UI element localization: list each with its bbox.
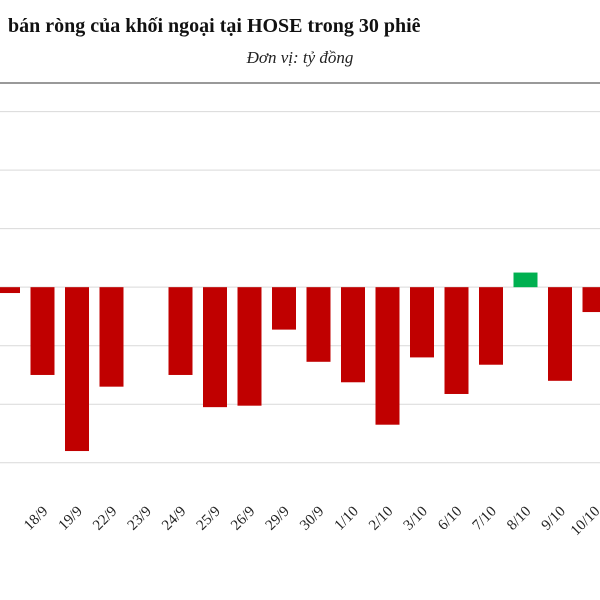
x-tick-label: 24/9 bbox=[159, 504, 189, 534]
x-tick-label: 2/10 bbox=[366, 504, 396, 534]
x-tick-label: 23/9 bbox=[125, 504, 155, 534]
chart-title: bán ròng của khối ngoại tại HOSE trong 3… bbox=[8, 15, 421, 37]
bar bbox=[341, 287, 365, 383]
bar bbox=[375, 287, 400, 425]
bar bbox=[0, 287, 20, 294]
bar bbox=[444, 287, 469, 394]
bar bbox=[548, 287, 572, 381]
x-tick-label: 1/10 bbox=[332, 504, 362, 534]
bar bbox=[479, 287, 503, 365]
bar bbox=[99, 287, 124, 387]
bar bbox=[272, 287, 296, 330]
x-tick-label: 29/9 bbox=[263, 504, 293, 534]
x-tick-label: 22/9 bbox=[90, 504, 120, 534]
x-tick-label: 8/10 bbox=[504, 504, 534, 534]
x-tick-label: 25/9 bbox=[194, 504, 224, 534]
bar bbox=[513, 272, 538, 288]
x-tick-label: 7/10 bbox=[470, 504, 500, 534]
bar bbox=[65, 287, 89, 452]
x-tick-label: 6/10 bbox=[435, 504, 465, 534]
x-tick-label: 18/9 bbox=[21, 504, 51, 534]
bar bbox=[582, 287, 600, 313]
bar bbox=[306, 287, 331, 362]
x-tick-label: 3/10 bbox=[401, 504, 431, 534]
x-tick-label: 9/10 bbox=[539, 504, 569, 534]
chart-subtitle: Đơn vị: tỷ đồng bbox=[246, 48, 354, 67]
bar bbox=[237, 287, 262, 406]
x-tick-label: 30/9 bbox=[297, 504, 327, 534]
bar bbox=[30, 287, 55, 375]
x-tick-label: 10/10 bbox=[568, 504, 600, 539]
bar bbox=[168, 287, 193, 375]
bar bbox=[203, 287, 227, 408]
x-tick-label: 26/9 bbox=[228, 504, 258, 534]
bar bbox=[410, 287, 434, 358]
x-tick-label: 19/9 bbox=[56, 504, 86, 534]
